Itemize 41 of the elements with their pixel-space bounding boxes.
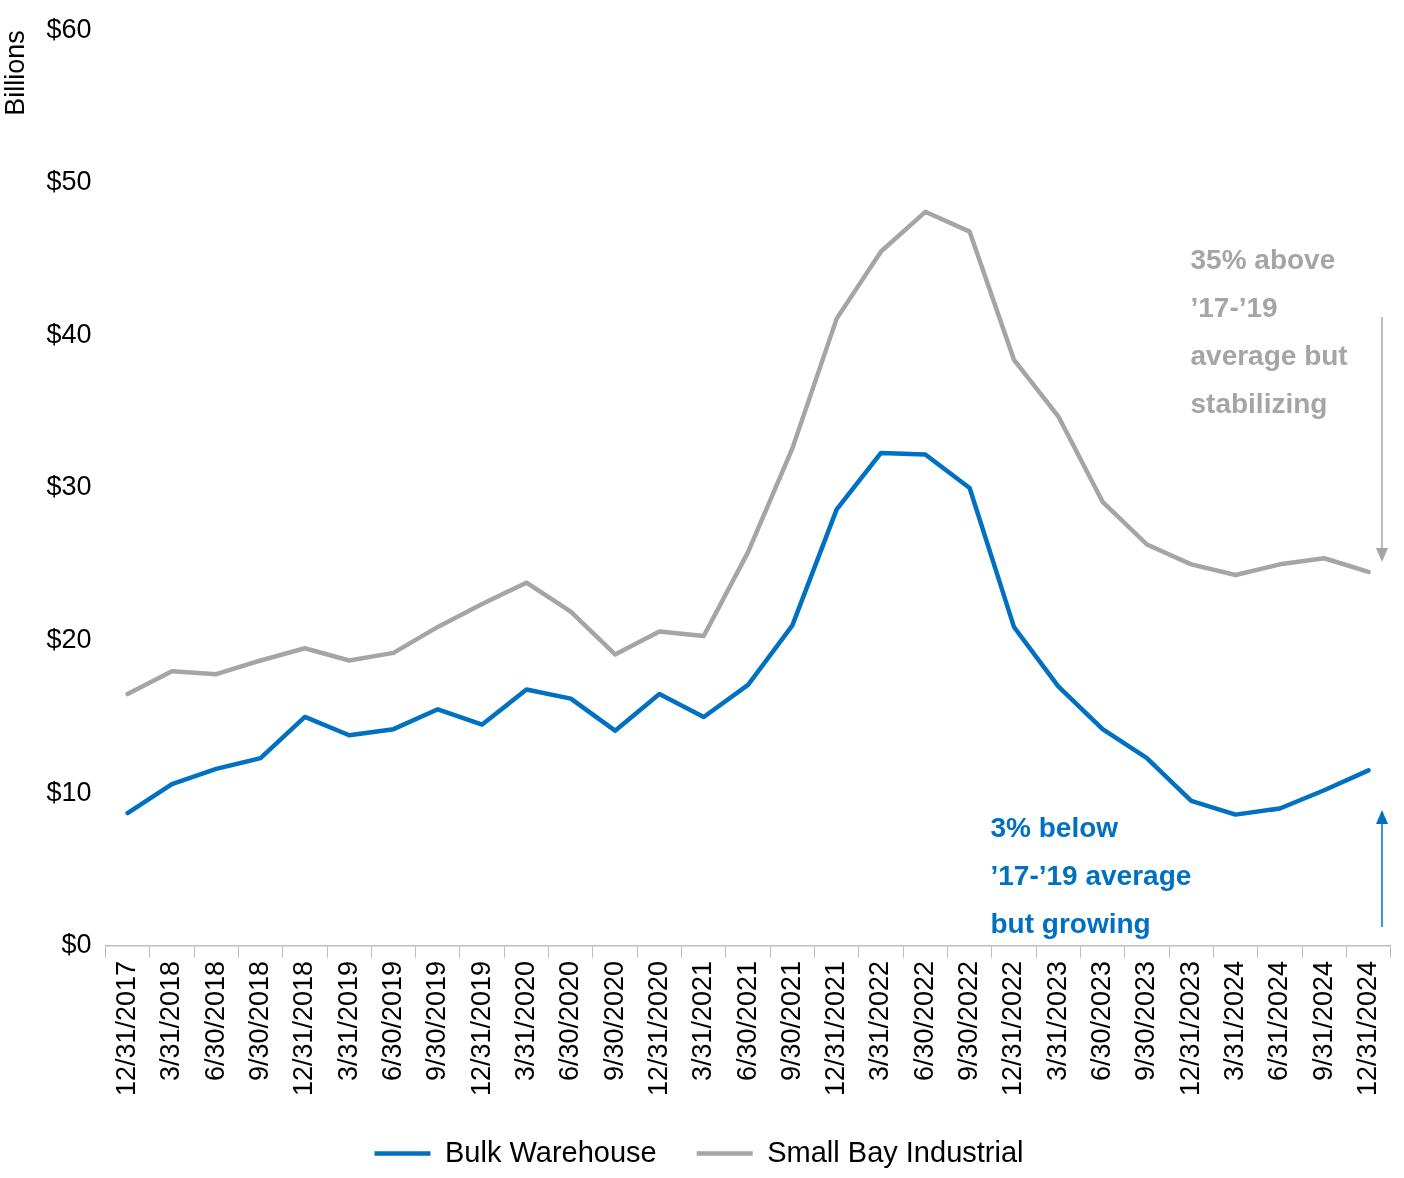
y-tick-label: $0: [61, 929, 92, 960]
x-tick-label: 6/30/2021: [731, 960, 762, 1081]
x-tick-label: 9/30/2020: [598, 960, 629, 1081]
x-tick-label: 12/31/2018: [288, 960, 319, 1097]
x-tick-label: 6/30/2018: [199, 960, 230, 1081]
y-tick-label: $60: [46, 13, 92, 44]
x-tick-label: 12/31/2020: [642, 960, 673, 1097]
x-tick-label: 6/31/2024: [1263, 960, 1294, 1081]
y-tick-label: $20: [46, 624, 92, 655]
x-tick-label: 12/31/2024: [1351, 960, 1382, 1097]
y-axis-title: Billions: [0, 30, 30, 116]
y-tick-label: $30: [46, 471, 92, 502]
x-tick-label: 3/31/2022: [864, 960, 895, 1081]
y-tick-label: $10: [46, 776, 92, 807]
x-tick-label: 6/30/2020: [554, 960, 585, 1081]
x-tick-label: 3/31/2021: [687, 960, 718, 1081]
x-tick-label: 9/30/2018: [244, 960, 275, 1081]
annotation: 35% above ’17-’19 average but stabilizing: [1190, 243, 1348, 419]
x-tick-label: 6/30/2023: [1086, 960, 1117, 1081]
x-tick-label: 12/31/2022: [997, 960, 1028, 1097]
x-tick-label: 9/30/2021: [775, 960, 806, 1081]
x-tick-label: 3/31/2018: [155, 960, 186, 1081]
x-tick-label: 3/31/2023: [1041, 960, 1072, 1081]
x-tick-label: 12/31/2019: [465, 960, 496, 1097]
y-tick-label: $40: [46, 318, 92, 349]
x-tick-label: 12/31/2021: [820, 960, 851, 1097]
annotation: 3% below ’17-’19 average but growing: [990, 812, 1192, 940]
legend-label: Small Bay Industrial: [767, 1135, 1024, 1168]
x-tick-label: 6/30/2022: [908, 960, 939, 1081]
x-tick-label: 3/31/2019: [332, 960, 363, 1081]
x-tick-label: 9/30/2022: [953, 960, 984, 1081]
legend-label: Bulk Warehouse: [445, 1135, 657, 1168]
x-tick-label: 3/31/2024: [1219, 960, 1249, 1081]
x-tick-label: 9/30/2023: [1130, 960, 1161, 1081]
x-tick-label: 9/31/2024: [1307, 960, 1338, 1081]
x-tick-label: 6/30/2019: [376, 960, 407, 1081]
x-tick-label: 3/31/2020: [509, 960, 540, 1081]
x-tick-label: 12/31/2023: [1174, 960, 1205, 1097]
y-tick-label: $50: [46, 166, 92, 197]
x-tick-label: 9/30/2019: [421, 960, 452, 1081]
x-tick-label: 12/31/2017: [111, 960, 142, 1097]
